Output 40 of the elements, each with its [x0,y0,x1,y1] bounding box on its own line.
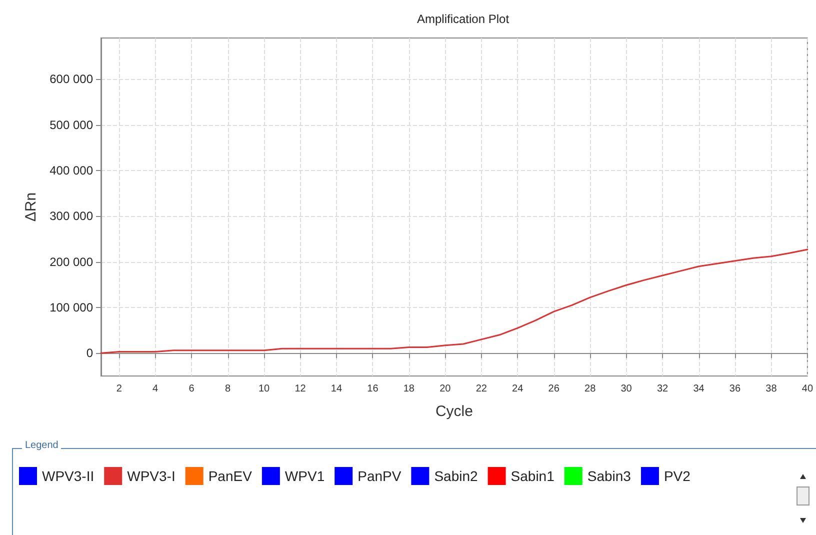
legend-label: Sabin2 [434,468,478,484]
x-tick-label: 40 [802,384,814,394]
legend-label: PanPV [358,468,402,484]
y-tick-label: 100 000 [50,300,94,314]
y-tick-label: 400 000 [50,163,94,178]
y-tick-label: 500 000 [50,118,94,132]
x-tick-label: 8 [225,384,232,394]
y-tick-label: 0 [86,346,94,360]
y-tick-label: 300 000 [50,209,94,224]
x-tick-label: 2 [116,384,122,394]
x-tick-label: 24 [512,384,524,394]
x-tick-label: 10 [258,384,270,394]
chart-title: Amplification Plot [416,12,510,26]
x-tick-label: 14 [330,384,342,394]
legend-label: Sabin1 [510,468,555,484]
x-axis-title: Cycle [435,403,473,420]
x-tick-label: 4 [152,384,159,394]
x-tick-label: 38 [766,384,778,394]
legend-label: PV2 [664,468,691,484]
legend-label: WPV3-I [127,468,176,484]
x-tick-label: 28 [584,384,596,394]
x-tick-label: 12 [294,384,306,394]
legend-title: Legend [22,440,62,451]
x-tick-label: 30 [620,384,632,394]
x-tick-label: 26 [548,384,560,394]
legend-label: WPV1 [284,468,325,484]
legend-label: PanEV [208,468,253,484]
y-tick-label: 600 000 [50,72,94,86]
x-tick-label: 34 [693,384,705,394]
x-tick-label: 32 [656,384,669,394]
legend-label: WPV3-II [42,468,94,484]
x-tick-label: 16 [367,384,379,394]
x-tick-label: 18 [403,384,415,394]
y-axis-title: ΔRn [22,192,40,222]
x-tick-label: 6 [188,384,195,394]
y-tick-label: 200 000 [50,254,94,269]
x-tick-label: 36 [729,384,741,394]
legend-label: Sabin3 [587,468,632,484]
x-tick-label: 20 [440,384,452,394]
x-tick-label: 22 [476,384,488,394]
